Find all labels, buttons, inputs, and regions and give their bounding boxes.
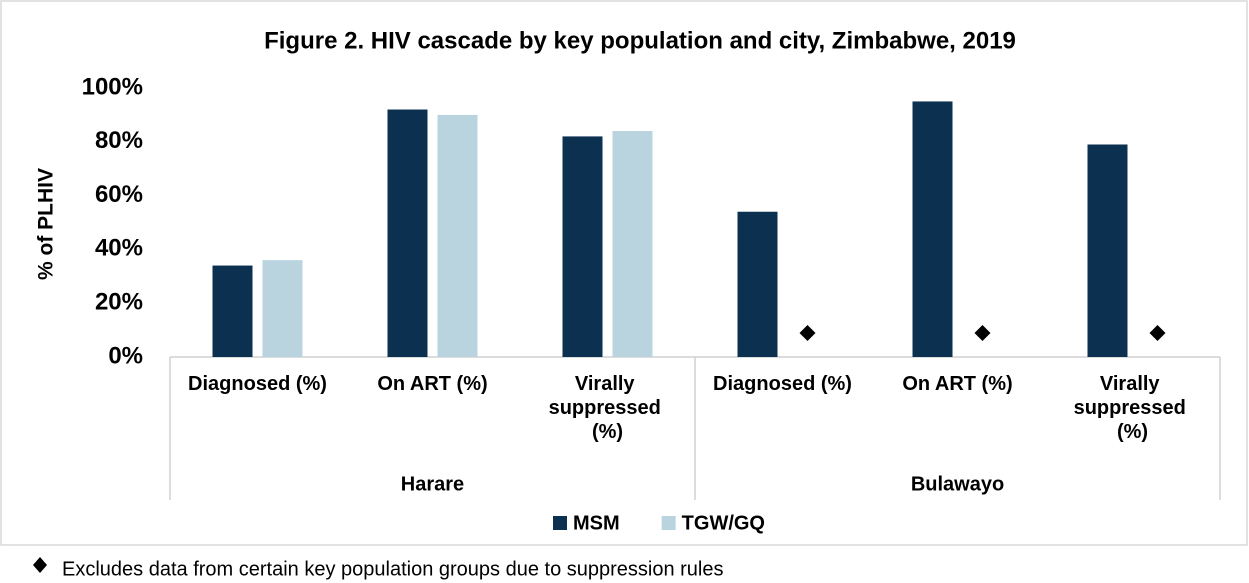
x-tick-label: Virally suppressed (%)	[549, 373, 667, 443]
bar	[212, 265, 253, 357]
y-tick-label: 100%	[82, 73, 143, 100]
legend-label: TGW/GQ	[682, 512, 765, 534]
suppressed-marker	[974, 325, 991, 341]
suppressed-marker	[799, 325, 816, 341]
x-tick-label: Virally suppressed (%)	[1074, 373, 1192, 443]
footnote: Excludes data from certain key populatio…	[62, 558, 724, 580]
bar	[387, 109, 428, 358]
x-tick-label: Diagnosed (%)	[713, 373, 852, 395]
y-tick-label: 0%	[108, 342, 143, 369]
chart-border	[0, 0, 1248, 546]
bar	[737, 211, 778, 357]
y-tick-label: 40%	[95, 235, 143, 262]
legend-swatch	[661, 516, 676, 530]
y-tick-label: 60%	[95, 181, 143, 208]
bar	[1087, 144, 1128, 357]
bar	[437, 114, 478, 358]
legend-label: MSM	[573, 512, 620, 534]
x-tick-label: On ART (%)	[377, 373, 487, 395]
x-tick-label: On ART (%)	[902, 373, 1012, 395]
group-label: Bulawayo	[911, 473, 1004, 495]
group-label: Harare	[401, 473, 464, 495]
y-tick-label: 80%	[95, 127, 143, 154]
bar	[562, 136, 603, 357]
bar	[912, 101, 953, 357]
chart-title: Figure 2. HIV cascade by key population …	[264, 27, 1016, 54]
bar	[262, 260, 303, 357]
y-tick-label: 20%	[95, 289, 143, 316]
legend-swatch	[553, 516, 567, 530]
bar	[612, 131, 653, 357]
suppressed-marker	[1149, 325, 1166, 341]
y-axis-title: % of PLHIV	[35, 168, 58, 280]
footnote-symbol	[33, 557, 47, 573]
x-tick-label: Diagnosed (%)	[188, 373, 327, 395]
